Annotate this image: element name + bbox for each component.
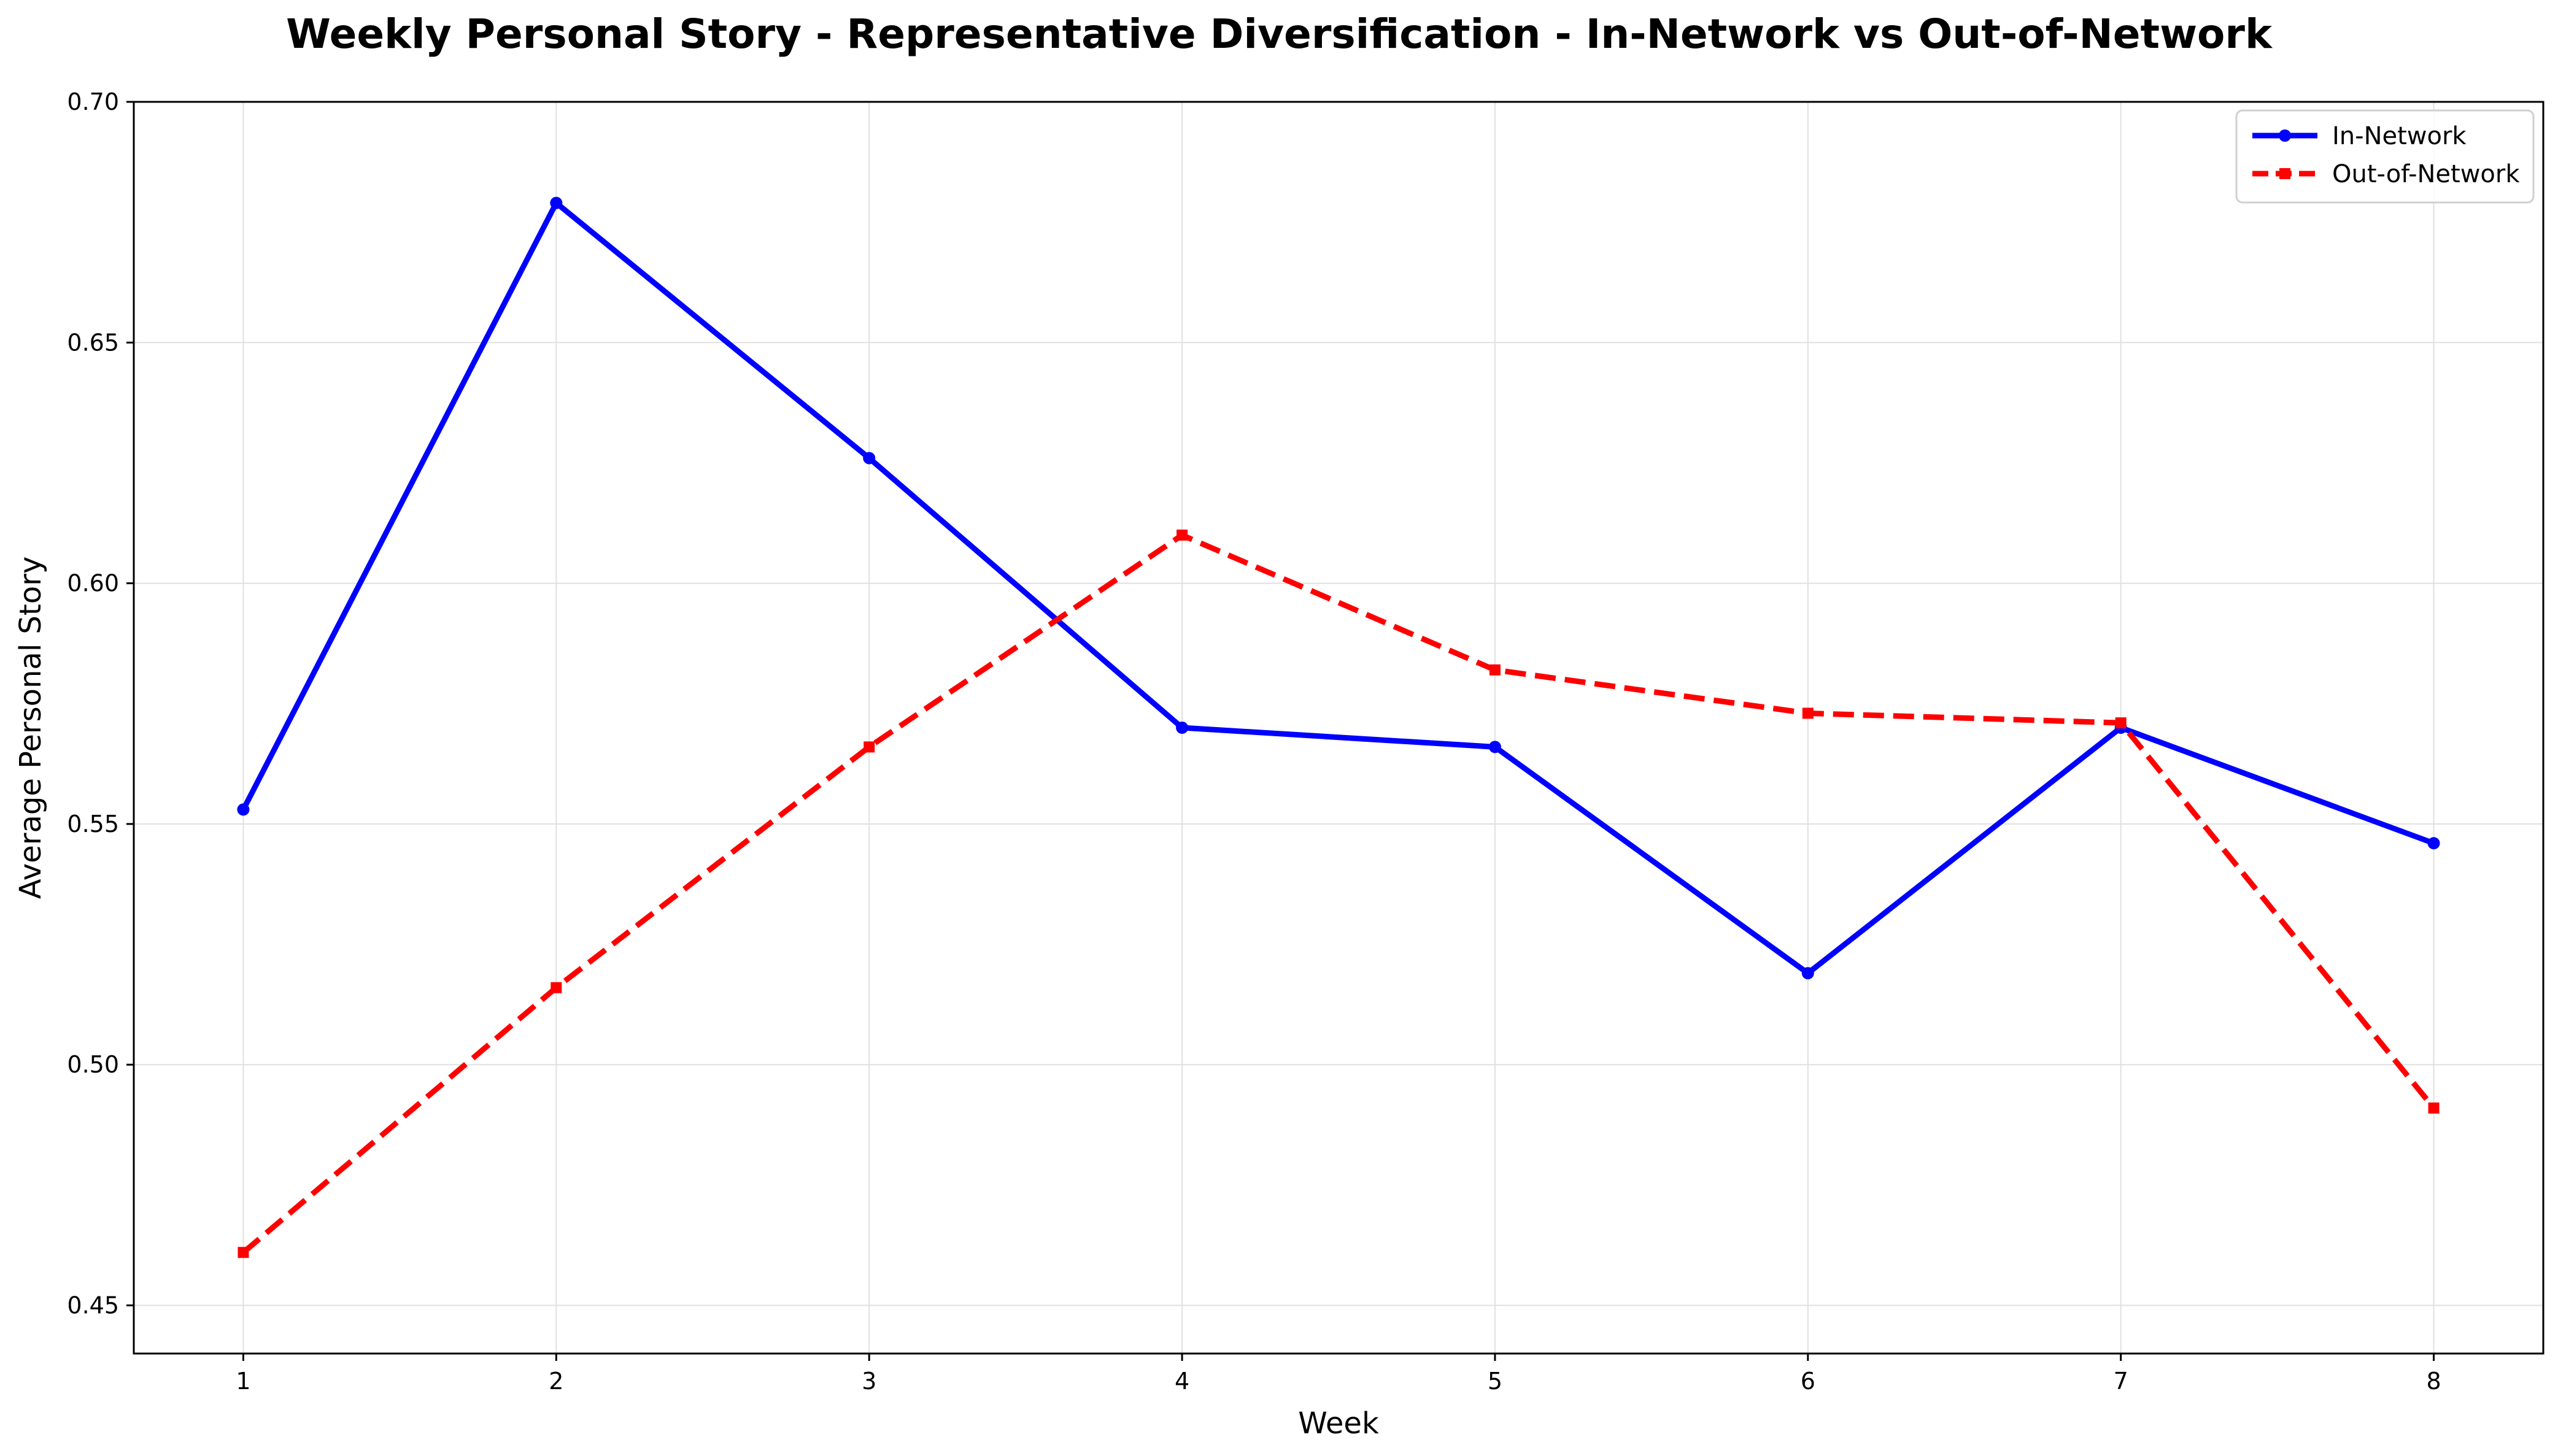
data-point xyxy=(238,1247,249,1258)
data-point xyxy=(864,741,875,753)
data-point xyxy=(1488,741,1501,753)
data-point xyxy=(1802,707,1814,719)
plot-area-frame xyxy=(133,101,2544,1355)
data-point xyxy=(863,452,876,464)
data-point xyxy=(1489,664,1501,676)
y-tick-label: 0.65 xyxy=(67,329,119,356)
legend-label: Out-of-Network xyxy=(2332,160,2520,188)
data-point xyxy=(1177,530,1188,541)
x-tick-label: 1 xyxy=(236,1368,250,1395)
series-in-network xyxy=(237,196,2440,980)
x-tick-label: 2 xyxy=(549,1368,563,1395)
series-out-of-network xyxy=(238,530,2440,1258)
chart-title: Weekly Personal Story - Representative D… xyxy=(286,10,2273,58)
x-tick-label: 8 xyxy=(2426,1368,2441,1395)
legend: In-Network Out-of-Network xyxy=(2235,109,2535,204)
x-axis: 1 2 3 4 5 6 7 8 xyxy=(236,1354,2441,1395)
legend-marker xyxy=(2279,168,2290,179)
legend-label: In-Network xyxy=(2332,122,2467,150)
y-tick-label: 0.70 xyxy=(67,88,119,115)
x-tick-label: 6 xyxy=(1801,1368,1815,1395)
series-layer xyxy=(237,196,2440,1258)
x-tick-label: 5 xyxy=(1488,1368,1502,1395)
y-axis-label: Average Personal Story xyxy=(14,557,48,899)
data-point xyxy=(1176,722,1189,734)
y-tick-label: 0.50 xyxy=(67,1051,119,1078)
x-tick-label: 7 xyxy=(2114,1368,2128,1395)
data-point xyxy=(1801,967,1814,980)
y-axis: 0.45 0.50 0.55 0.60 0.65 0.70 xyxy=(67,88,134,1319)
legend-marker xyxy=(2279,129,2291,142)
x-tick-label: 4 xyxy=(1175,1368,1189,1395)
data-point xyxy=(550,196,563,209)
x-tick-label: 3 xyxy=(862,1368,876,1395)
legend-entries: In-Network Out-of-Network xyxy=(2252,122,2520,188)
y-tick-label: 0.45 xyxy=(67,1292,119,1319)
data-point xyxy=(237,803,250,816)
series-line-in-network xyxy=(240,200,2437,976)
y-tick-label: 0.55 xyxy=(67,811,119,838)
data-point xyxy=(2115,717,2127,729)
data-point xyxy=(551,982,562,993)
x-axis-label: Week xyxy=(1298,1406,1379,1441)
data-point xyxy=(2428,1102,2440,1114)
y-tick-label: 0.60 xyxy=(67,570,119,597)
data-point xyxy=(2427,837,2440,850)
